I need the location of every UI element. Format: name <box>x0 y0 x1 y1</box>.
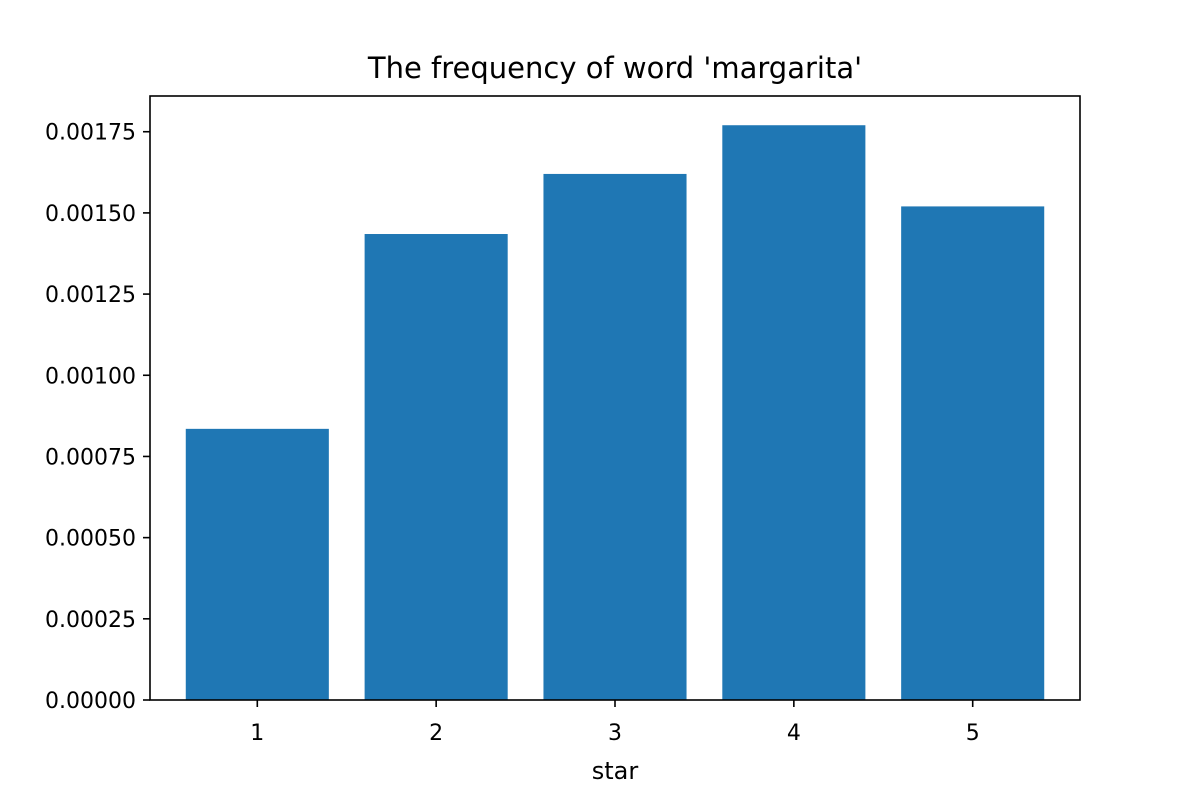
y-tick-label: 0.00175 <box>45 121 136 146</box>
bar-5 <box>901 206 1045 700</box>
bar-1 <box>185 428 329 700</box>
bars-group <box>185 125 1045 701</box>
bar-2 <box>364 234 508 701</box>
x-tick-label: 3 <box>608 721 622 746</box>
y-tick-label: 0.00100 <box>45 364 136 389</box>
y-tick-label: 0.00025 <box>45 608 136 633</box>
x-tick-label: 5 <box>966 721 980 746</box>
x-tick-label: 4 <box>787 721 801 746</box>
y-tick-label: 0.00075 <box>45 445 136 470</box>
x-axis-label: star <box>592 757 639 785</box>
bar-4 <box>722 125 866 700</box>
y-tick-label: 0.00000 <box>45 689 136 714</box>
bar-3 <box>543 173 687 700</box>
x-tick-label: 1 <box>250 721 264 746</box>
x-tick-label: 2 <box>429 721 443 746</box>
y-tick-label: 0.00050 <box>45 527 136 552</box>
chart-title: The frequency of word 'margarita' <box>367 51 862 85</box>
y-tick-label: 0.00125 <box>45 283 136 308</box>
y-axis: 0.00000 0.00025 0.00050 0.00075 0.00100 0.001… <box>45 121 150 714</box>
x-axis: 1 2 3 4 5 <box>250 700 980 746</box>
y-tick-label: 0.00150 <box>45 202 136 227</box>
